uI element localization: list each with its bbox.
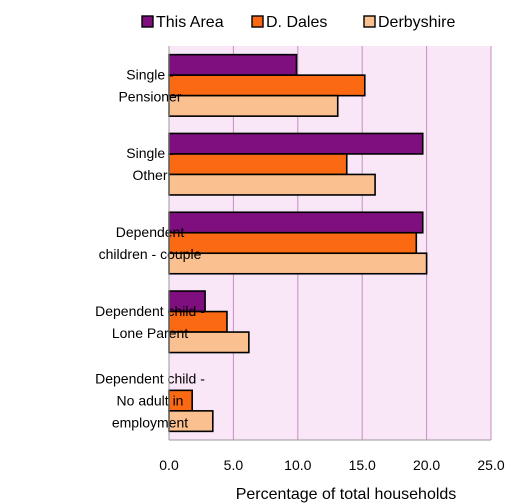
category-label-line: Pensioner	[118, 88, 181, 104]
bar-derbyshire-1	[168, 94, 339, 117]
legend-swatch	[251, 15, 264, 28]
category-label-line: Dependent child -	[95, 303, 205, 319]
category-label-line: No adult in	[117, 393, 184, 409]
x-tick-label: 5.0	[224, 457, 244, 473]
x-tick-label: 15.0	[349, 457, 376, 473]
x-tick-label: 10.0	[284, 457, 311, 473]
bar-d-dales-1	[168, 74, 366, 97]
category-label-line: Other	[132, 167, 167, 183]
legend-label: D. Dales	[266, 14, 327, 31]
category-label: Single - Pensioner	[118, 66, 181, 104]
category-label: Single - Other	[126, 145, 174, 183]
category-label-line: Single -	[126, 66, 174, 82]
category-label: Dependent children - couple	[99, 224, 202, 262]
category-label-line: Lone Parent	[112, 325, 188, 341]
legend-label: Derbyshire	[378, 14, 455, 31]
category-label-line: Single -	[126, 145, 174, 161]
legend-swatch	[141, 15, 154, 28]
category-label-line: employment	[112, 415, 188, 431]
bar-derbyshire-3	[168, 252, 428, 275]
category-label-line: Dependent	[116, 224, 185, 240]
x-tick-label: 0.0	[159, 457, 179, 473]
legend-label: This Area	[156, 14, 224, 31]
bar-this-area-1	[168, 53, 298, 76]
bar-d-dales-2	[168, 153, 348, 176]
bar-derbyshire-2	[168, 173, 376, 196]
bar-this-area-3	[168, 211, 424, 234]
legend-swatch	[363, 15, 376, 28]
category-label-line: Dependent child -	[95, 371, 205, 387]
x-tick-label: 25.0	[477, 457, 504, 473]
bar-this-area-2	[168, 132, 424, 155]
category-label-line: children - couple	[99, 246, 202, 262]
x-axis-title: Percentage of total households	[236, 486, 457, 503]
x-tick-label: 20.0	[413, 457, 440, 473]
bar-d-dales-3	[168, 231, 418, 255]
